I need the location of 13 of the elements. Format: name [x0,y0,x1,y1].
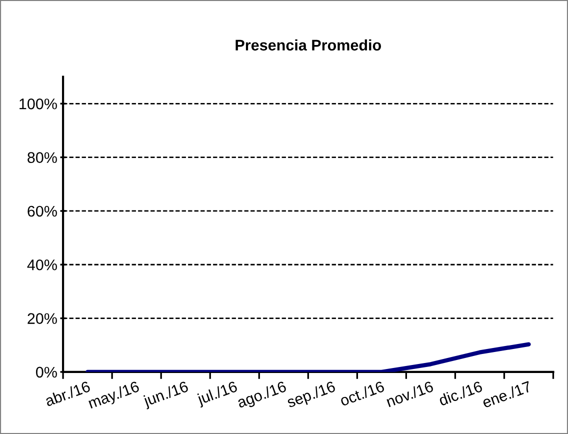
x-tick-label: oct./16 [339,380,385,406]
line-series [85,342,531,372]
chart-title: Presencia Promedio [236,39,381,51]
x-tick-label: nov./16 [386,380,434,408]
y-tick-label: 60% [28,206,57,217]
x-tick-label: sep./16 [286,380,337,411]
y-tick-label: 20% [28,313,57,324]
x-tick-label: dic./16 [438,380,483,406]
x-tick-label: abr./16 [44,380,91,407]
y-tick-label: 40% [27,259,57,270]
y-tick-label: 80% [28,152,57,163]
y-tick-label: 100% [20,98,57,110]
y-tick-label: 0% [36,366,57,378]
